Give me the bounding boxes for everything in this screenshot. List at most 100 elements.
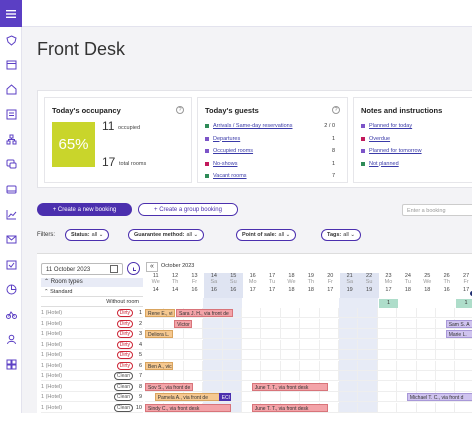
grid-cell[interactable] xyxy=(203,339,223,350)
grid-cell[interactable] xyxy=(455,382,472,392)
grid-cell[interactable] xyxy=(222,360,242,371)
room-status-badge[interactable]: Dirty xyxy=(116,340,133,349)
grid-cell[interactable] xyxy=(397,318,417,329)
grid-cell[interactable] xyxy=(397,381,417,392)
day-column-header[interactable]: 20 Fr 17 xyxy=(321,273,340,298)
bike-icon[interactable] xyxy=(4,307,18,321)
grid-cell[interactable] xyxy=(222,308,242,318)
grid-cell[interactable] xyxy=(164,350,184,360)
grid-cell[interactable] xyxy=(339,329,359,339)
guest-stat-row[interactable]: Arrivals / Same-day reservations 2 / 0 xyxy=(205,122,335,131)
note-link[interactable]: Planned for today xyxy=(369,123,413,129)
grid-cell[interactable] xyxy=(145,339,165,350)
grid-cell[interactable] xyxy=(436,381,456,392)
grid-cell[interactable] xyxy=(280,329,301,339)
grid-cell[interactable] xyxy=(455,308,472,318)
grid-cell[interactable] xyxy=(183,381,204,392)
help-icon[interactable]: ? xyxy=(332,106,340,114)
day-column-header[interactable]: 24 Tu 18 xyxy=(398,273,417,298)
grid-cell[interactable] xyxy=(339,371,359,381)
grid-cell[interactable] xyxy=(164,360,184,371)
grid-cell[interactable] xyxy=(319,339,339,350)
day-column-header[interactable]: 22 Su 19 xyxy=(359,273,379,298)
grid-cell[interactable] xyxy=(339,402,359,413)
day-column-header[interactable]: 19 Th 18 xyxy=(301,273,320,298)
grid-cell[interactable] xyxy=(377,308,398,318)
grid-cell[interactable] xyxy=(397,371,417,381)
chart-icon[interactable] xyxy=(4,207,18,221)
booking-bar[interactable]: Ben A., vic xyxy=(145,361,174,370)
pie-icon[interactable] xyxy=(4,282,18,296)
room-status-badge[interactable]: Dirty xyxy=(116,309,133,317)
booking-bar[interactable]: Victor xyxy=(174,319,193,328)
grid-cell[interactable] xyxy=(377,329,398,339)
room-row[interactable]: 1 (Hotel) Dirty 4 xyxy=(41,340,143,350)
grid-cell[interactable] xyxy=(280,308,301,318)
grid-cell[interactable] xyxy=(319,392,339,402)
grid-cell[interactable] xyxy=(339,350,359,360)
room-status-badge[interactable]: Dirty xyxy=(116,319,133,328)
grid-cell[interactable] xyxy=(397,402,417,413)
grid-icon[interactable] xyxy=(4,357,18,371)
room-row[interactable]: 1 (Hotel) Dirty 3 xyxy=(41,329,143,339)
grid-cell[interactable] xyxy=(242,318,262,329)
grid-cell[interactable] xyxy=(416,350,436,360)
day-column-header[interactable]: 11 We 14 xyxy=(146,273,165,298)
note-link[interactable]: Planned for tomorrow xyxy=(369,148,422,154)
calendar-icon[interactable] xyxy=(4,57,18,71)
grid-cell[interactable] xyxy=(145,371,165,381)
day-column-header[interactable]: 18 We 18 xyxy=(282,273,301,298)
grid-cell[interactable] xyxy=(377,339,398,350)
menu-button[interactable] xyxy=(0,0,22,27)
filter-chip[interactable]: Status: all ⌄ xyxy=(65,229,110,241)
grid-cell[interactable] xyxy=(280,392,301,402)
grid-cell[interactable] xyxy=(145,350,165,360)
grid-cell[interactable] xyxy=(436,360,456,371)
grid-cell[interactable] xyxy=(397,360,417,371)
grid-cell[interactable] xyxy=(377,381,398,392)
grid-cell[interactable] xyxy=(319,350,339,360)
grid-cell[interactable] xyxy=(455,340,472,350)
grid-cell[interactable] xyxy=(222,318,242,329)
grid-cell[interactable] xyxy=(416,329,436,339)
grid-cell[interactable] xyxy=(222,381,242,392)
room-row[interactable]: 1 (Hotel) Dirty 5 xyxy=(41,350,143,360)
grid-cell[interactable] xyxy=(222,350,242,360)
grid-cell[interactable] xyxy=(416,339,436,350)
booking-bar[interactable]: Pamela A., via front de xyxy=(154,393,222,401)
grid-cell[interactable] xyxy=(436,339,456,350)
grid-cell[interactable] xyxy=(261,350,281,360)
booking-bar[interactable]: June T. T., via front desk xyxy=(251,403,329,412)
grid-cell[interactable] xyxy=(222,402,242,413)
booking-bar[interactable]: Sindy C., via front desk xyxy=(145,403,232,412)
grid-cell[interactable] xyxy=(455,361,472,371)
grid-cell[interactable] xyxy=(261,392,281,402)
grid-cell[interactable] xyxy=(183,339,204,350)
grid-cell[interactable] xyxy=(397,308,417,318)
create-booking-button[interactable]: + Create a new booking xyxy=(37,203,132,216)
grid-cell[interactable] xyxy=(416,402,436,413)
grid-cell[interactable] xyxy=(242,360,262,371)
grid-cell[interactable] xyxy=(416,308,436,318)
grid-cell[interactable] xyxy=(242,339,262,350)
grid-cell[interactable] xyxy=(339,339,359,350)
grid-cell[interactable] xyxy=(397,329,417,339)
grid-cell[interactable] xyxy=(203,360,223,371)
today-button[interactable] xyxy=(127,262,140,275)
grid-cell[interactable] xyxy=(222,371,242,381)
grid-cell[interactable] xyxy=(339,318,359,329)
room-row[interactable]: 1 (Hotel) Dirty 6 xyxy=(41,361,143,371)
grid-cell[interactable] xyxy=(358,360,378,371)
grid-cell[interactable] xyxy=(203,350,223,360)
calendar-icon[interactable] xyxy=(110,265,118,273)
grid-cell[interactable] xyxy=(261,308,281,318)
calendar-check-icon[interactable] xyxy=(4,257,18,271)
grid-cell[interactable] xyxy=(377,371,398,381)
guest-stat-row[interactable]: Vacant rooms 7 xyxy=(205,172,335,181)
grid-cell[interactable] xyxy=(455,350,472,360)
grid-cell[interactable] xyxy=(242,371,262,381)
grid-cell[interactable] xyxy=(183,350,204,360)
grid-cell[interactable] xyxy=(300,371,320,381)
grid-cell[interactable] xyxy=(242,329,262,339)
grid-cell[interactable] xyxy=(436,308,456,318)
